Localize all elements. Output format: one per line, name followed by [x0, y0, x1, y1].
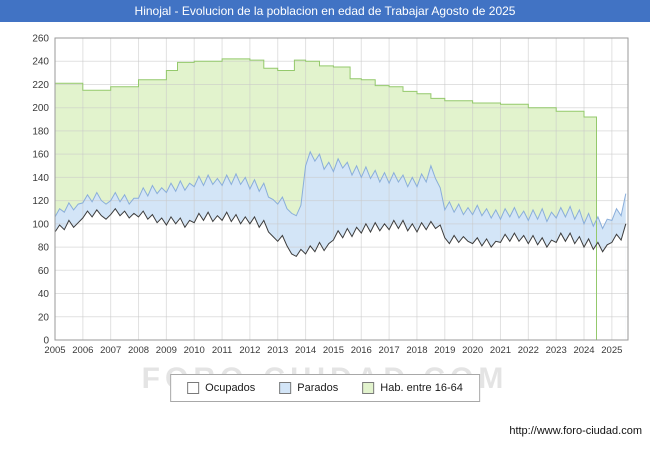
legend-item-parados[interactable]: Parados	[279, 382, 338, 394]
x-axis-label: 2015	[323, 345, 344, 356]
x-axis-label: 2014	[295, 345, 316, 356]
y-axis-label: 80	[38, 243, 50, 254]
legend-swatch-ocupados	[187, 382, 200, 394]
y-axis-label: 140	[32, 173, 49, 184]
x-axis-label: 2025	[601, 345, 622, 356]
y-axis-label: 180	[32, 126, 49, 137]
series-area-0	[55, 208, 626, 340]
legend-item-ocupados[interactable]: Ocupados	[187, 382, 255, 394]
series-line-2	[55, 58, 597, 340]
x-axis-label: 2008	[128, 345, 149, 356]
x-axis-label: 2020	[462, 345, 483, 356]
y-axis-label: 260	[32, 34, 49, 45]
x-axis-label: 2022	[518, 345, 539, 356]
chart-title: Hinojal - Evolucion de la poblacion en e…	[134, 4, 516, 18]
x-axis-label: 2016	[351, 345, 372, 356]
x-axis-label: 2011	[212, 345, 232, 356]
x-axis-label: 2013	[267, 345, 288, 356]
chart-canvas: 0 20 40 60 80 100 120 140 160 180 200 220 240 260 2005…	[32, 34, 629, 356]
x-axis-label: 2023	[546, 345, 567, 356]
y-axis-label: 200	[32, 103, 49, 114]
y-axis-label: 240	[32, 57, 49, 68]
x-axis-label: 2007	[100, 345, 121, 356]
x-axis-label: 2006	[72, 345, 93, 356]
y-axis-label: 100	[32, 219, 49, 230]
x-axis-label: 2017	[379, 345, 400, 356]
y-axis-label: 120	[32, 196, 49, 207]
legend-label-parados: Parados	[297, 382, 339, 394]
x-axis-label: 2024	[573, 345, 594, 356]
title-bar: Hinojal - Evolucion de la poblacion en e…	[0, 0, 650, 22]
x-axis-label: 2019	[434, 345, 455, 356]
y-axis-label: 160	[32, 150, 49, 161]
legend: Ocupados Parados Hab. entre 16-64	[170, 374, 480, 402]
x-axis-label: 2010	[184, 345, 205, 356]
x-axis-label: 2018	[406, 345, 427, 356]
x-axis-label: 2005	[44, 345, 65, 356]
series-line-1	[54, 150, 627, 230]
y-axis-label: 220	[32, 80, 49, 91]
plot-border	[54, 37, 629, 341]
x-axis-label: 2012	[239, 345, 260, 356]
y-axis-label: 40	[38, 289, 50, 300]
x-axis-label: 2021	[490, 345, 511, 356]
y-axis-label: 60	[38, 266, 50, 277]
legend-label-hab-16-64: Hab. entre 16-64	[380, 382, 463, 394]
series-line-0	[54, 207, 627, 258]
legend-label-ocupados: Ocupados	[205, 382, 256, 394]
y-axis-label: 0	[43, 336, 49, 347]
y-axis-label: 20	[38, 312, 50, 323]
legend-swatch-hab-16-64	[362, 382, 375, 394]
x-axis-label: 2009	[156, 345, 177, 356]
footer-link[interactable]: http://www.foro-ciudad.com	[509, 425, 642, 437]
legend-item-hab-16-64[interactable]: Hab. entre 16-64	[362, 382, 463, 394]
legend-swatch-parados	[279, 382, 292, 394]
